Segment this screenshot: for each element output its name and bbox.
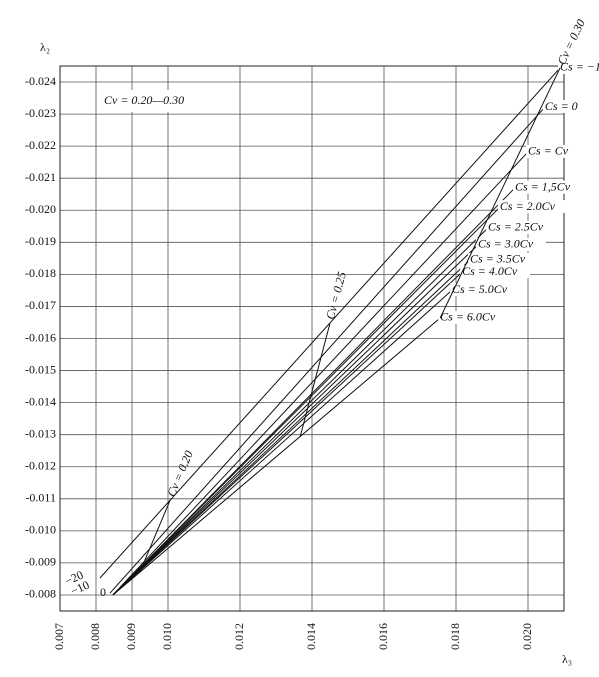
nomogram-line [112, 151, 529, 596]
x-tick-label: 0.007 [52, 623, 66, 650]
y-tick-label: -0.024 [25, 74, 56, 88]
y-tick-label: -0.009 [25, 555, 56, 569]
label-bg [526, 144, 596, 158]
nomogram-line [112, 289, 453, 596]
nomogram-line [99, 67, 561, 579]
series-label: Cs = −10Cv [560, 60, 599, 74]
annotation: 0 [100, 585, 106, 599]
series-label: Cs = 0 [545, 99, 578, 113]
y-tick-label: -0.020 [25, 202, 56, 216]
series-label: Cs = 3.0Cv [478, 237, 534, 251]
label-bg [542, 100, 599, 114]
y-tick-label: -0.022 [25, 138, 56, 152]
x-tick-label: 0.012 [232, 623, 246, 650]
y-tick-label: -0.021 [25, 170, 56, 184]
y-tick-label: -0.012 [25, 458, 56, 472]
series-label: Cs = 2.5Cv [488, 220, 544, 234]
y-tick-label: -0.011 [25, 491, 56, 505]
label-bg [486, 220, 557, 234]
x-tick-label: 0.009 [124, 623, 138, 650]
series-label: Cs = 4.0Cv [462, 264, 518, 278]
label-bg [460, 265, 531, 279]
series-label: Cs = 1,5Cv [515, 180, 571, 194]
plot-frame [59, 65, 565, 612]
label-bg [450, 283, 521, 297]
nomogram-line [112, 259, 471, 596]
label-bg [558, 60, 599, 74]
y-tick-label: -0.019 [25, 234, 56, 248]
y-tick-label: -0.023 [25, 106, 56, 120]
y-tick-label: -0.010 [25, 523, 56, 537]
series-label: Cs = 3.5Cv [470, 252, 526, 266]
y-axis-label: λ₂ [40, 40, 50, 54]
x-tick-label: 0.016 [376, 623, 390, 650]
nomogram-line [109, 106, 546, 594]
y-tick-label: -0.017 [25, 298, 56, 312]
plot: -0.008 -0.009 -0.010 -0.011 -0.012 -0.013 -0.0… [25, 17, 599, 650]
nomogram-line [139, 499, 171, 573]
x-tick-label: 0.008 [88, 623, 102, 650]
label-bg [497, 200, 568, 214]
nomogram-line [439, 67, 561, 319]
x-tick-label: 0.010 [160, 623, 174, 650]
label-bg [438, 310, 509, 324]
nomogram-line [299, 322, 331, 438]
label-bg [468, 252, 539, 266]
note-box [100, 90, 218, 112]
x-tick-label: 0.018 [448, 623, 462, 650]
series-label: Cs = 2.0Cv [500, 199, 556, 213]
nomogram-line [112, 317, 441, 596]
nomogram-line [112, 244, 479, 596]
y-tick-label: -0.016 [25, 330, 56, 344]
x-tick-label: 0.014 [304, 623, 318, 650]
series-label: Cs = 5.0Cv [452, 282, 508, 296]
y-tick-label: -0.015 [25, 362, 56, 376]
series-label: Cs = 6.0Cv [440, 310, 496, 324]
series-label: Cv = 0.20 [164, 449, 196, 499]
x-axis-label: λ₃ [562, 652, 572, 666]
y-tick-label: -0.018 [25, 266, 56, 280]
series-label: Cv = 0.25 [323, 270, 349, 320]
note: Cv = 0.20—0.30 [104, 93, 184, 107]
x-tick-label: 0.020 [520, 623, 534, 650]
series-label: Cs = Cv [528, 144, 569, 158]
y-tick-label: -0.014 [25, 394, 56, 408]
y-tick-label: -0.013 [25, 426, 56, 440]
nomogram-line [112, 227, 489, 596]
y-tick-label: -0.008 [25, 587, 56, 601]
label-bg [513, 180, 584, 194]
nomogram-line [112, 271, 463, 596]
label-bg [475, 237, 546, 251]
nomogram-line [112, 206, 501, 596]
